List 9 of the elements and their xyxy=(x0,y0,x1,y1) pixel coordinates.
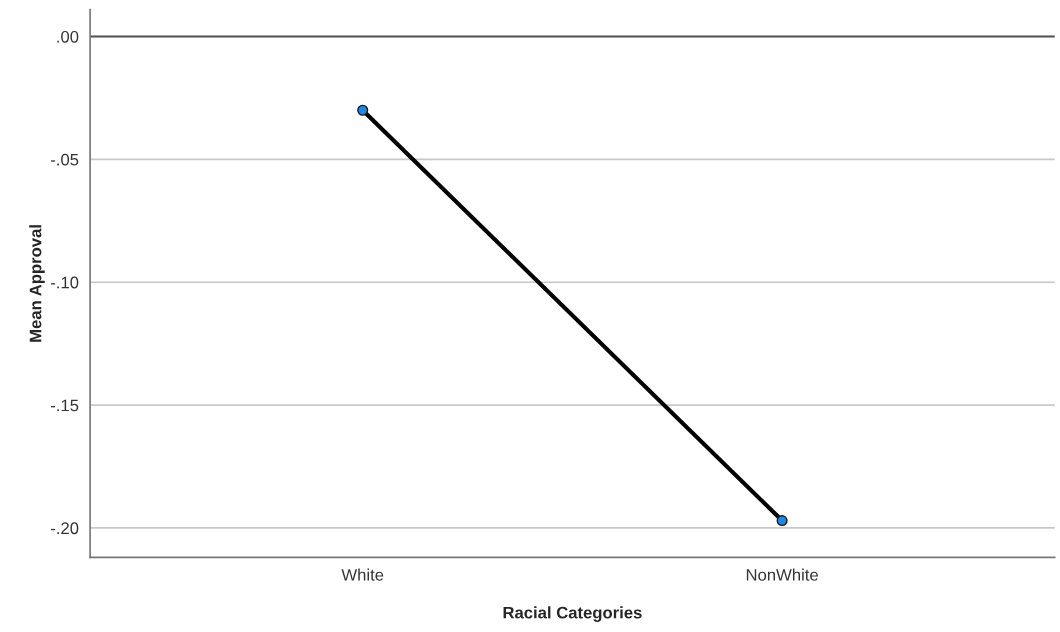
x-tick-label: NonWhite xyxy=(746,568,818,581)
x-tick-label: White xyxy=(341,568,384,581)
y-tick-label: .00 xyxy=(57,30,79,43)
y-tick-label: -.05 xyxy=(51,153,79,166)
x-axis-title: Racial Categories xyxy=(503,606,642,622)
y-tick-label: -.20 xyxy=(51,522,79,535)
y-tick-label: -.15 xyxy=(51,399,79,412)
y-tick-label: -.10 xyxy=(51,276,79,289)
y-axis-title: Mean Approval xyxy=(29,225,45,342)
